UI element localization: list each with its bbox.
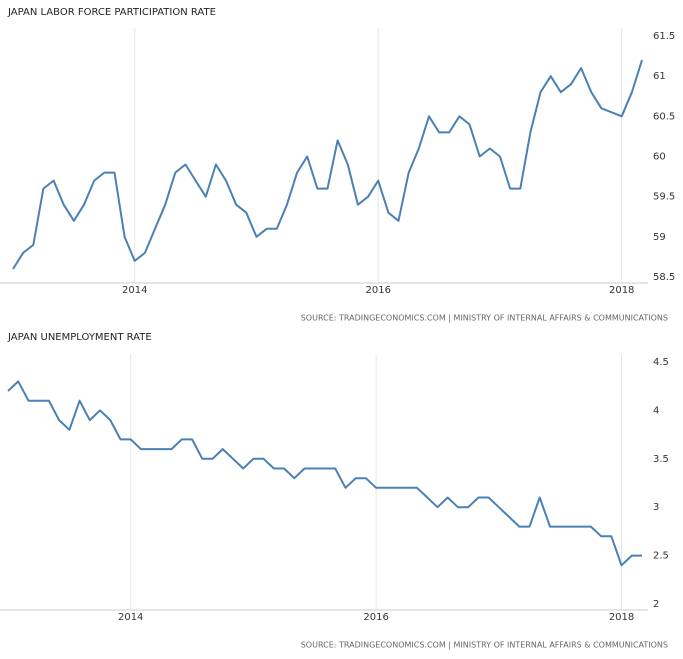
y-tick-label: 58.5 [653,272,675,283]
x-tick-label: 2014 [118,612,143,623]
y-tick-label: 60.5 [653,111,675,122]
y-tick-label: 59.5 [653,192,675,203]
y-tick-label: 2 [653,599,659,610]
chart-title: JAPAN UNEMPLOYMENT RATE [7,332,152,343]
y-tick-label: 4.5 [653,357,669,368]
x-tick-label: 2018 [609,285,634,296]
x-tick-label: 2016 [365,285,390,296]
x-tick-label: 2018 [609,612,634,623]
y-tick-label: 60 [653,152,666,163]
y-tick-label: 2.5 [653,551,669,562]
x-tick-label: 2014 [122,285,147,296]
y-tick-label: 3.5 [653,454,669,465]
chart-title: JAPAN LABOR FORCE PARTICIPATION RATE [7,7,216,18]
data-line [7,380,642,567]
y-tick-label: 61.5 [653,31,675,42]
y-tick-label: 59 [653,232,666,243]
source-note: SOURCE: TRADINGECONOMICS.COM | MINISTRY … [301,314,668,323]
y-tick-label: 4 [653,405,659,416]
data-line [12,59,643,270]
x-tick-label: 2016 [363,612,388,623]
y-tick-label: 61 [653,71,666,82]
y-tick-label: 3 [653,502,659,513]
source-note: SOURCE: TRADINGECONOMICS.COM | MINISTRY … [301,641,668,650]
